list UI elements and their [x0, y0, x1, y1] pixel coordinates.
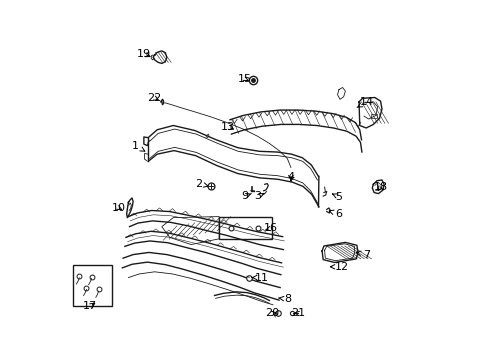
Text: 3: 3: [254, 191, 264, 201]
Text: 7: 7: [356, 249, 370, 260]
Text: 21: 21: [291, 309, 305, 318]
Text: 2: 2: [195, 179, 208, 189]
Text: 1: 1: [132, 141, 145, 151]
Text: 6: 6: [329, 209, 343, 219]
Text: 5: 5: [333, 192, 343, 202]
Text: 11: 11: [252, 273, 269, 283]
Text: 19: 19: [137, 49, 151, 59]
Bar: [219, 217, 272, 239]
Text: 14: 14: [357, 97, 374, 107]
Text: 18: 18: [373, 182, 388, 192]
Text: 15: 15: [238, 74, 252, 84]
Text: 16: 16: [264, 224, 278, 233]
Text: 4: 4: [287, 172, 294, 182]
Text: 13: 13: [221, 122, 235, 132]
Text: 8: 8: [279, 294, 292, 304]
Text: 9: 9: [242, 191, 251, 201]
Text: 17: 17: [83, 301, 97, 311]
Text: 22: 22: [147, 93, 162, 103]
Bar: [370, 114, 377, 118]
Text: 12: 12: [330, 262, 349, 272]
Text: 20: 20: [265, 309, 279, 318]
Text: 10: 10: [112, 203, 126, 213]
